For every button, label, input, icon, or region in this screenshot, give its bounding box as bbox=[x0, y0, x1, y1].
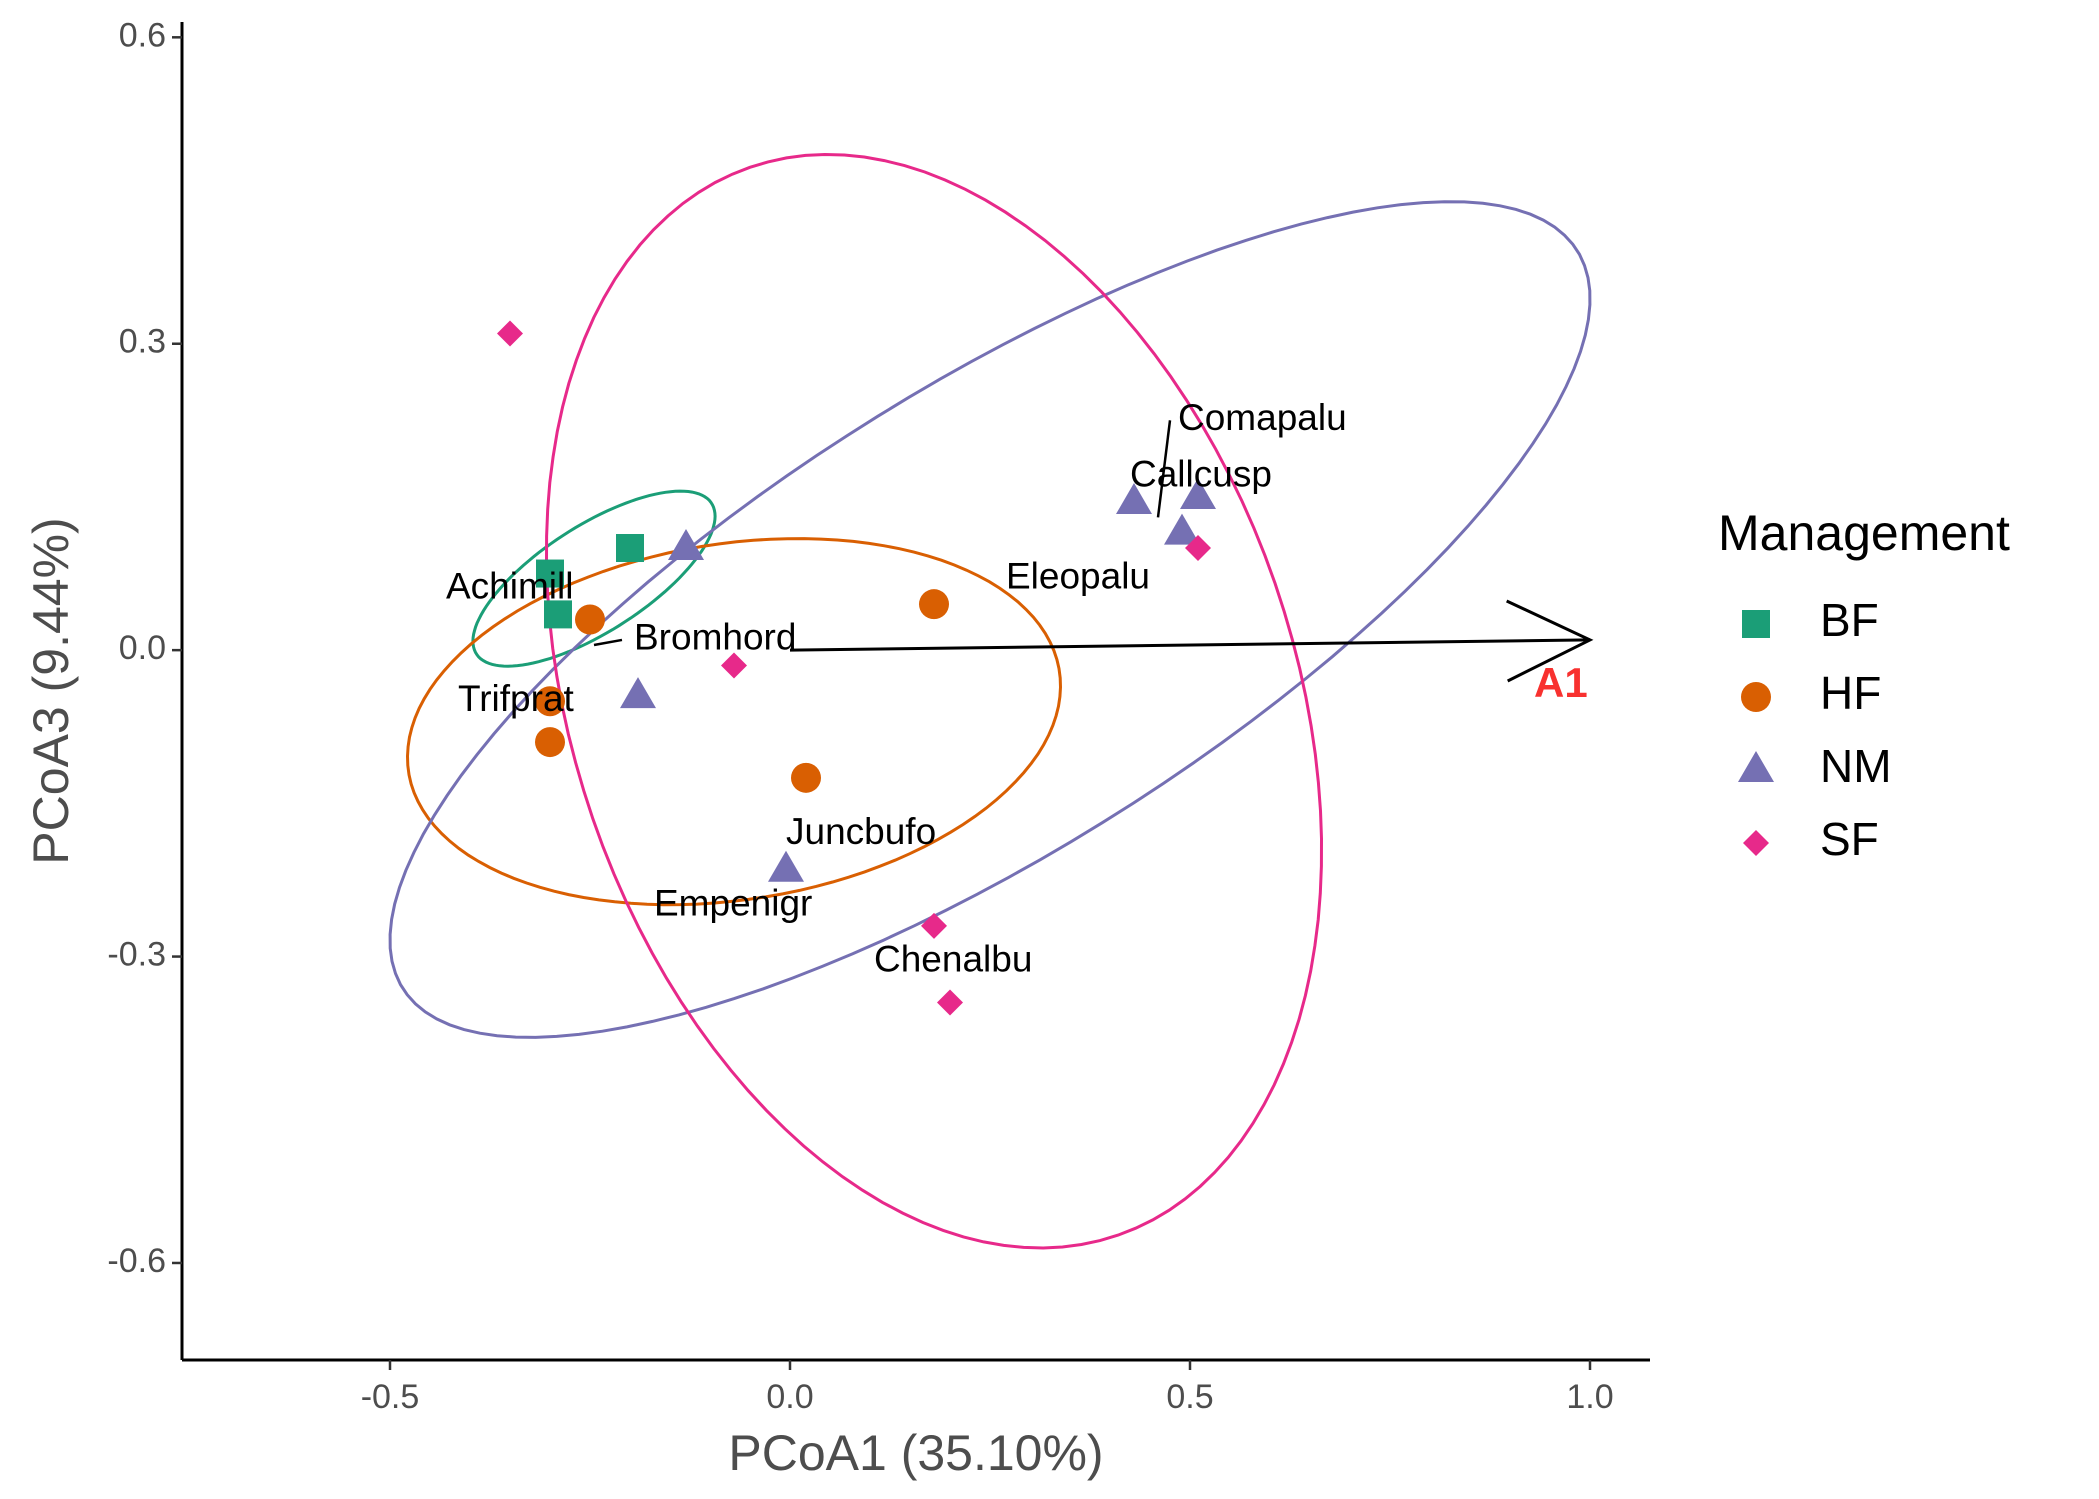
point-NM bbox=[768, 850, 804, 882]
vector-line bbox=[789, 638, 1591, 652]
vector-label: A1 bbox=[1534, 659, 1588, 706]
vector-arrowhead bbox=[1506, 599, 1594, 683]
y-tick-label: 0.6 bbox=[119, 16, 166, 54]
x-tick-label: 0.0 bbox=[766, 1378, 813, 1416]
leader-line bbox=[1156, 420, 1172, 518]
point-SF bbox=[1185, 535, 1211, 562]
point-NM bbox=[1164, 513, 1200, 545]
x-tick-label: 1.0 bbox=[1566, 1378, 1613, 1416]
legend: Management BF HF NM SF bbox=[1718, 505, 2010, 865]
legend-label-HF: HF bbox=[1820, 667, 1881, 719]
point-NM bbox=[620, 677, 656, 709]
legend-label-SF: SF bbox=[1820, 813, 1879, 865]
species-label: Achimill bbox=[446, 566, 573, 607]
legend-label-NM: NM bbox=[1820, 740, 1892, 792]
point-SF bbox=[497, 320, 523, 347]
point-NM bbox=[1116, 483, 1152, 515]
species-label: Juncbufo bbox=[786, 811, 936, 852]
point-HF bbox=[535, 727, 565, 758]
x-tick-label: -0.5 bbox=[361, 1378, 420, 1416]
point-HF bbox=[791, 762, 821, 793]
point-HF bbox=[919, 589, 949, 620]
point-SF bbox=[937, 989, 963, 1016]
ellipse-SF bbox=[544, 152, 1324, 1250]
y-tick-label: -0.6 bbox=[107, 1242, 166, 1280]
point-HF bbox=[535, 686, 565, 717]
species-label: Empenigr bbox=[654, 882, 812, 923]
species-label: Eleopalu bbox=[1006, 555, 1150, 596]
species-label: Chenalbu bbox=[874, 938, 1032, 979]
y-tick-label: 0.3 bbox=[119, 323, 166, 361]
point-BF bbox=[536, 559, 564, 588]
point-BF bbox=[544, 600, 572, 629]
y-tick-label: -0.3 bbox=[107, 936, 166, 974]
point-NM bbox=[668, 529, 704, 561]
ellipse-BF bbox=[471, 489, 717, 668]
x-tick-label: 0.5 bbox=[1166, 1378, 1213, 1416]
legend-key-SF bbox=[1743, 830, 1769, 856]
environmental-vector: A1 bbox=[789, 599, 1594, 706]
data-points bbox=[497, 320, 1216, 1016]
species-labels: Comapalu Callcusp Eleopalu Achimill Bromhord… bbox=[446, 397, 1347, 979]
species-label: Callcusp bbox=[1130, 453, 1272, 494]
species-label: Trifprat bbox=[458, 678, 575, 719]
ellipse-HF bbox=[405, 537, 1063, 907]
leader-line bbox=[593, 638, 623, 647]
point-SF bbox=[921, 912, 947, 939]
ellipse-NM bbox=[388, 200, 1592, 1039]
legend-label-BF: BF bbox=[1820, 594, 1879, 646]
species-label: Bromhord bbox=[634, 617, 796, 658]
legend-key-BF bbox=[1742, 610, 1770, 638]
point-HF bbox=[575, 604, 605, 635]
legend-title: Management bbox=[1718, 505, 2010, 561]
legend-key-NM bbox=[1738, 751, 1774, 782]
axes: -0.5 0.0 0.5 1.0 -0.6 -0.3 0.0 0.3 0.6 bbox=[107, 16, 1650, 1416]
species-label: Comapalu bbox=[1178, 397, 1347, 438]
species-leader-lines bbox=[593, 420, 1172, 647]
point-BF bbox=[616, 534, 644, 563]
point-NM bbox=[1180, 477, 1216, 509]
legend-key-HF bbox=[1741, 682, 1771, 712]
point-SF bbox=[721, 652, 747, 679]
y-axis-title: PCoA3 (9.44%) bbox=[23, 517, 79, 864]
x-axis-title: PCoA1 (35.10%) bbox=[728, 1425, 1103, 1481]
group-ellipses bbox=[388, 152, 1592, 1250]
y-tick-label: 0.0 bbox=[119, 629, 166, 667]
